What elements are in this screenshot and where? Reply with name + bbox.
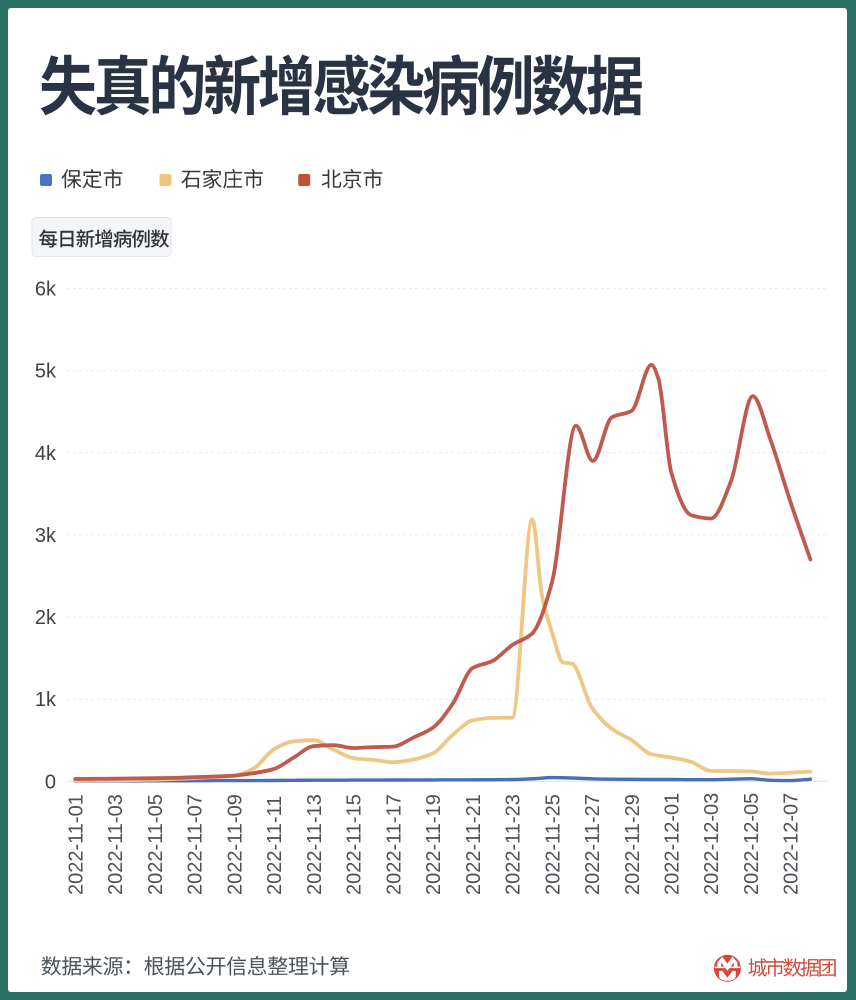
svg-text:1k: 1k <box>35 689 57 711</box>
svg-text:2022-11-17: 2022-11-17 <box>383 794 405 895</box>
svg-text:2022-11-19: 2022-11-19 <box>423 794 445 895</box>
svg-text:4k: 4k <box>35 443 57 465</box>
svg-text:2022-12-01: 2022-12-01 <box>662 793 684 895</box>
svg-text:2022-11-15: 2022-11-15 <box>344 794 366 895</box>
svg-text:2022-12-07: 2022-12-07 <box>781 793 803 895</box>
svg-text:2022-11-07: 2022-11-07 <box>185 794 207 895</box>
svg-text:2k: 2k <box>35 607 57 629</box>
svg-text:2022-11-21: 2022-11-21 <box>463 794 485 895</box>
svg-text:2022-11-23: 2022-11-23 <box>503 794 525 895</box>
svg-text:2022-12-03: 2022-12-03 <box>701 793 723 895</box>
svg-text:2022-11-27: 2022-11-27 <box>582 794 604 895</box>
svg-text:2022-11-03: 2022-11-03 <box>105 794 127 895</box>
svg-text:3k: 3k <box>35 525 57 547</box>
svg-text:0: 0 <box>45 771 56 793</box>
svg-text:5k: 5k <box>35 361 57 383</box>
svg-text:2022-11-09: 2022-11-09 <box>224 794 246 895</box>
svg-text:2022-11-25: 2022-11-25 <box>542 794 564 895</box>
svg-text:2022-11-29: 2022-11-29 <box>622 794 644 895</box>
svg-text:2022-11-05: 2022-11-05 <box>145 794 167 895</box>
svg-text:2022-11-01: 2022-11-01 <box>65 794 87 895</box>
svg-text:2022-12-05: 2022-12-05 <box>741 793 763 895</box>
svg-text:6k: 6k <box>35 279 57 301</box>
svg-text:2022-11-11: 2022-11-11 <box>264 796 286 895</box>
svg-text:2022-11-13: 2022-11-13 <box>304 794 326 895</box>
